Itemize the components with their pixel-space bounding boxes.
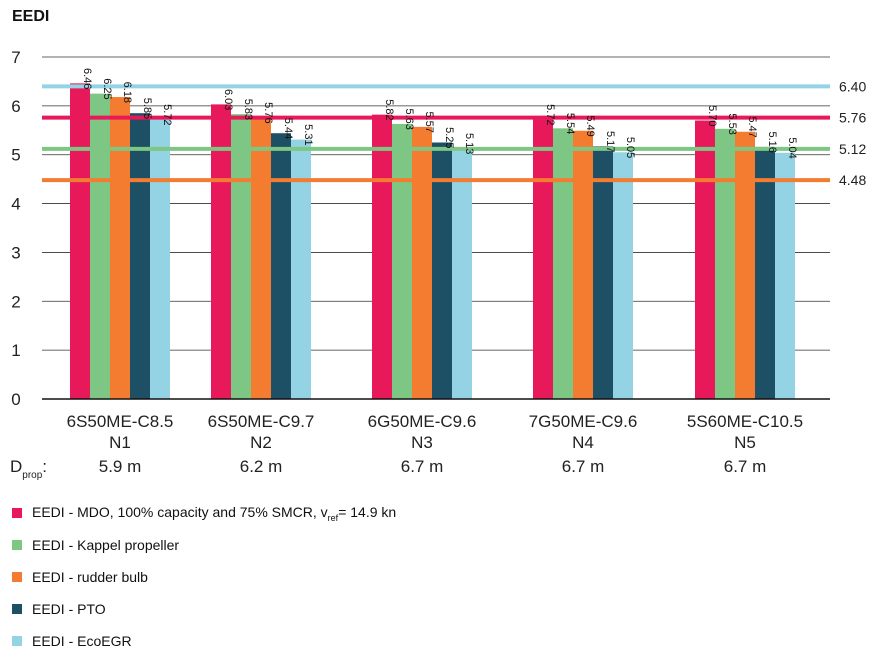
legend-item-ecoegr: EEDI - EcoEGR <box>12 625 396 657</box>
bar-value-label-series5-N3: 5.13 <box>463 133 475 154</box>
bar-series2-N1 <box>90 93 110 400</box>
bar-value-label-series1-N4: 5.72 <box>544 104 556 125</box>
bar-series5-N3 <box>452 148 472 399</box>
legend-label-kappel: EEDI - Kappel propeller <box>32 537 180 553</box>
bar-series2-N3 <box>392 123 412 399</box>
bar-value-label-series1-N3: 5.82 <box>383 99 395 120</box>
x-category-engine-N1: 6S50ME-C8.5 <box>67 412 174 431</box>
bar-value-label-series4-N1: 5.85 <box>141 98 153 119</box>
x-category-name-N5: N5 <box>734 433 756 452</box>
reference-label-6.40: 6.40 <box>839 78 866 94</box>
chart-legend: EEDI - MDO, 100% capacity and 75% SMCR, … <box>12 497 396 657</box>
bar-series3-N4 <box>573 130 593 399</box>
bar-value-label-series5-N5: 5.04 <box>786 137 798 158</box>
bar-value-label-series2-N2: 5.83 <box>242 99 254 120</box>
bar-value-label-series3-N5: 5.47 <box>746 116 758 137</box>
bar-series5-N5 <box>775 152 795 399</box>
bar-value-label-series5-N4: 5.05 <box>624 137 636 158</box>
x-category-dprop-N5: 6.7 m <box>724 457 767 476</box>
bar-value-label-series2-N5: 5.53 <box>726 113 738 134</box>
x-category-dprop-N3: 6.7 m <box>401 457 444 476</box>
y-tick-label-1: 1 <box>11 341 20 360</box>
x-category-name-N2: N2 <box>250 433 272 452</box>
chart-title: EEDI <box>12 8 50 25</box>
bar-series2-N5 <box>715 128 735 399</box>
bar-value-label-series4-N4: 5.17 <box>604 131 616 152</box>
x-category-name-N1: N1 <box>109 433 131 452</box>
legend-label-rudder-bulb: EEDI - rudder bulb <box>32 569 148 585</box>
x-category-dprop-N2: 6.2 m <box>240 457 283 476</box>
legend-swatch-kappel <box>12 540 22 550</box>
y-tick-label-4: 4 <box>11 195 20 214</box>
reference-label-4.48: 4.48 <box>839 172 866 188</box>
legend-swatch-rudder-bulb <box>12 572 22 582</box>
bar-value-label-series2-N4: 5.54 <box>564 113 576 134</box>
eedi-bar-chart: 0 1 2 3 4 5 6 7 6.40 5.76 5.12 4.48 6.46 6.03 5.82 5.72… <box>10 48 866 481</box>
bar-value-label-series3-N1: 6.18 <box>121 82 133 103</box>
bar-value-label-series3-N2: 5.76 <box>262 102 274 123</box>
bar-value-label-series1-N1: 6.46 <box>81 68 93 89</box>
legend-item-pto: EEDI - PTO <box>12 593 396 625</box>
reference-label-5.76: 5.76 <box>839 110 866 126</box>
x-category-dprop-N1: 5.9 m <box>99 457 142 476</box>
y-tick-label-2: 2 <box>11 292 20 311</box>
bar-value-label-series4-N5: 5.16 <box>766 131 778 152</box>
bar-series4-N2 <box>271 133 291 399</box>
legend-label-ecoegr: EEDI - EcoEGR <box>32 633 132 649</box>
x-category-name-N4: N4 <box>572 433 594 452</box>
bar-series5-N2 <box>291 139 311 399</box>
x-category-name-N3: N3 <box>411 433 433 452</box>
bar-series4-N5 <box>755 146 775 399</box>
y-tick-label-3: 3 <box>11 243 20 262</box>
bar-value-label-series4-N3: 5.25 <box>443 127 455 148</box>
reference-label-5.12: 5.12 <box>839 141 866 157</box>
legend-label-mdo: EEDI - MDO, 100% capacity and 75% SMCR, … <box>32 503 397 523</box>
bar-series3-N3 <box>412 126 432 399</box>
bar-value-label-series4-N2: 5.44 <box>282 118 294 139</box>
legend-item-rudder-bulb: EEDI - rudder bulb <box>12 561 396 593</box>
y-tick-label-7: 7 <box>11 48 20 67</box>
x-category-engine-N2: 6S50ME-C9.7 <box>208 412 315 431</box>
y-tick-label-0: 0 <box>11 390 20 409</box>
bar-value-label-series2-N1: 6.25 <box>101 78 113 99</box>
legend-swatch-mdo <box>12 508 22 518</box>
bar-series5-N1 <box>150 119 170 399</box>
bar-value-label-series5-N2: 5.31 <box>302 124 314 145</box>
bar-value-label-series2-N3: 5.63 <box>403 109 415 130</box>
dprop-label: Dprop: <box>10 457 47 481</box>
y-tick-label-5: 5 <box>11 146 20 165</box>
x-category-engine-N4: 7G50ME-C9.6 <box>529 412 638 431</box>
bar-value-label-series1-N5: 5.70 <box>706 105 718 126</box>
bar-value-label-series5-N1: 5.72 <box>161 104 173 125</box>
bar-series2-N4 <box>553 128 573 399</box>
bar-value-label-series1-N2: 6.03 <box>222 89 234 110</box>
x-category-dprop-N4: 6.7 m <box>562 457 605 476</box>
y-tick-label-6: 6 <box>11 97 20 116</box>
legend-item-mdo: EEDI - MDO, 100% capacity and 75% SMCR, … <box>12 497 396 529</box>
bar-series5-N4 <box>613 152 633 399</box>
bar-series1-N3 <box>372 114 392 399</box>
legend-label-pto: EEDI - PTO <box>32 601 106 617</box>
bar-series1-N2 <box>211 104 231 400</box>
legend-swatch-ecoegr <box>12 636 22 646</box>
bar-series4-N3 <box>432 142 452 399</box>
x-category-engine-N3: 6G50ME-C9.6 <box>368 412 477 431</box>
x-category-engine-N5: 5S60ME-C10.5 <box>687 412 803 431</box>
bar-series4-N1 <box>130 113 150 399</box>
bar-value-label-series3-N3: 5.57 <box>423 111 435 132</box>
bar-series1-N4 <box>533 119 553 399</box>
legend-swatch-pto <box>12 604 22 614</box>
bar-series3-N2 <box>251 117 271 399</box>
bar-series1-N1 <box>70 83 90 399</box>
bar-series1-N5 <box>695 120 715 399</box>
bar-value-label-series3-N4: 5.49 <box>584 115 596 136</box>
bar-series3-N5 <box>735 131 755 399</box>
bar-series4-N4 <box>593 146 613 399</box>
bar-series3-N1 <box>110 97 130 399</box>
bar-series2-N2 <box>231 114 251 400</box>
legend-item-kappel: EEDI - Kappel propeller <box>12 529 396 561</box>
